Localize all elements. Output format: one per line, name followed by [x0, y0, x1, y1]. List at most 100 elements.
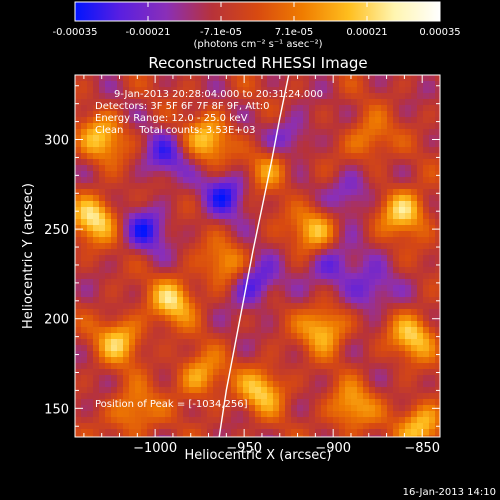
heatmap-cell: [183, 339, 189, 345]
heatmap-cell: [399, 429, 405, 435]
heatmap-cell: [297, 99, 303, 105]
heatmap-cell: [417, 201, 423, 207]
heatmap-cell: [375, 171, 381, 177]
heatmap-cell: [183, 279, 189, 285]
heatmap-cell: [435, 429, 440, 435]
heatmap-cell: [111, 333, 117, 339]
heatmap-cell: [285, 417, 291, 423]
heatmap-cell: [405, 345, 411, 351]
heatmap-cell: [189, 297, 195, 303]
heatmap-cell: [267, 435, 273, 437]
heatmap-cell: [291, 105, 297, 111]
heatmap-cell: [285, 141, 291, 147]
heatmap-cell: [225, 183, 231, 189]
heatmap-cell: [165, 249, 171, 255]
heatmap-cell: [183, 261, 189, 267]
heatmap-cell: [315, 309, 321, 315]
heatmap-cell: [177, 111, 183, 117]
heatmap-cell: [381, 279, 387, 285]
heatmap-cell: [135, 357, 141, 363]
heatmap-cell: [327, 153, 333, 159]
heatmap-cell: [255, 345, 261, 351]
heatmap-cell: [165, 231, 171, 237]
heatmap-cell: [321, 147, 327, 153]
heatmap-cell: [105, 117, 111, 123]
heatmap-cell: [297, 339, 303, 345]
heatmap-cell: [411, 93, 417, 99]
heatmap-cell: [165, 321, 171, 327]
heatmap-cell: [117, 393, 123, 399]
heatmap-cell: [141, 141, 147, 147]
heatmap-cell: [111, 87, 117, 93]
heatmap-cell: [153, 267, 159, 273]
heatmap-cell: [381, 129, 387, 135]
heatmap-cell: [183, 147, 189, 153]
heatmap-cell: [303, 231, 309, 237]
heatmap-cell: [141, 117, 147, 123]
heatmap-cell: [279, 273, 285, 279]
heatmap-cell: [423, 255, 429, 261]
heatmap-cell: [237, 87, 243, 93]
heatmap-cell: [273, 327, 279, 333]
heatmap-cell: [93, 405, 99, 411]
heatmap-cell: [351, 417, 357, 423]
heatmap-cell: [303, 273, 309, 279]
heatmap-cell: [321, 237, 327, 243]
heatmap-cell: [93, 375, 99, 381]
heatmap-cell: [219, 363, 225, 369]
heatmap-cell: [423, 129, 429, 135]
heatmap-cell: [171, 231, 177, 237]
heatmap-cell: [213, 309, 219, 315]
heatmap-cell: [129, 381, 135, 387]
heatmap-cell: [351, 429, 357, 435]
heatmap-cell: [399, 195, 405, 201]
heatmap-cell: [111, 225, 117, 231]
heatmap-cell: [423, 411, 429, 417]
heatmap-cell: [87, 363, 93, 369]
heatmap-cell: [105, 237, 111, 243]
heatmap-cell: [237, 267, 243, 273]
heatmap-cell: [231, 81, 237, 87]
heatmap-cell: [237, 333, 243, 339]
heatmap-cell: [417, 291, 423, 297]
heatmap-cell: [123, 165, 129, 171]
heatmap-cell: [399, 411, 405, 417]
heatmap-cell: [255, 435, 261, 437]
heatmap-cell: [417, 399, 423, 405]
heatmap-cell: [321, 219, 327, 225]
heatmap-cell: [195, 81, 201, 87]
heatmap-cell: [243, 105, 249, 111]
heatmap-cell: [381, 87, 387, 93]
heatmap-cell: [75, 141, 81, 147]
heatmap-cell: [165, 183, 171, 189]
heatmap-cell: [411, 303, 417, 309]
heatmap-cell: [189, 195, 195, 201]
heatmap-cell: [219, 177, 225, 183]
heatmap-cell: [99, 345, 105, 351]
heatmap-cell: [231, 231, 237, 237]
heatmap-cell: [393, 231, 399, 237]
heatmap-cell: [231, 207, 237, 213]
heatmap-cell: [249, 315, 255, 321]
heatmap-cell: [165, 393, 171, 399]
heatmap-cell: [165, 213, 171, 219]
heatmap-cell: [129, 399, 135, 405]
heatmap-cell: [369, 357, 375, 363]
heatmap-cell: [405, 165, 411, 171]
heatmap-cell: [213, 93, 219, 99]
heatmap-cell: [111, 429, 117, 435]
heatmap-cell: [141, 231, 147, 237]
heatmap-cell: [399, 279, 405, 285]
heatmap-cell: [141, 177, 147, 183]
heatmap-cell: [351, 183, 357, 189]
heatmap-cell: [123, 237, 129, 243]
heatmap-cell: [225, 171, 231, 177]
heatmap-cell: [129, 147, 135, 153]
heatmap-cell: [117, 339, 123, 345]
heatmap-cell: [357, 297, 363, 303]
heatmap-cell: [423, 201, 429, 207]
heatmap-cell: [417, 255, 423, 261]
heatmap-cell: [297, 303, 303, 309]
heatmap-cell: [189, 117, 195, 123]
heatmap-cell: [171, 363, 177, 369]
